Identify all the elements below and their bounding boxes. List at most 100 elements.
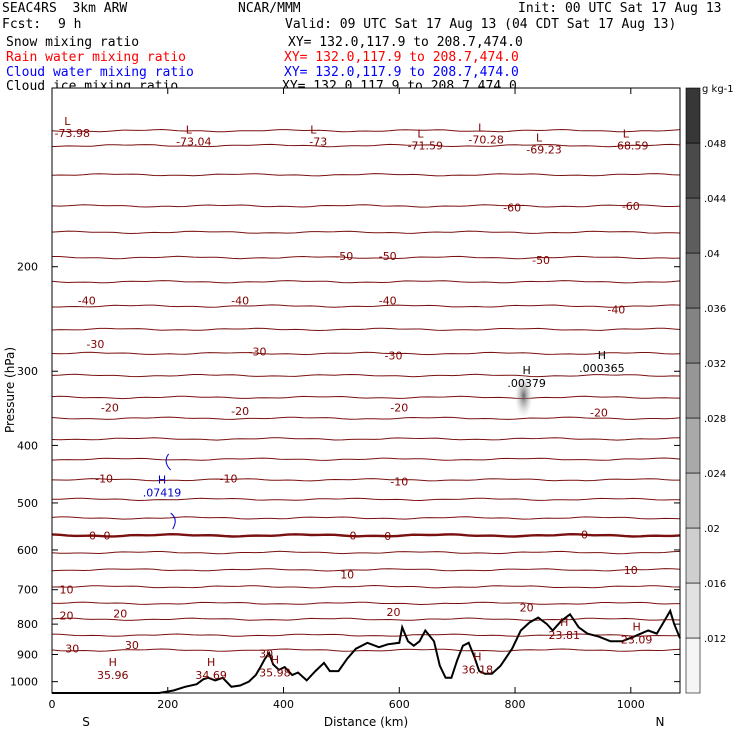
colorbar-segment <box>685 582 701 639</box>
isotherm-label: 20 <box>59 609 73 622</box>
terrain-line <box>52 608 681 694</box>
isotherm-label: 20 <box>520 601 534 614</box>
field-label-snow: Snow mixing ratio <box>6 35 140 50</box>
isotherm-label: 0 <box>384 530 391 543</box>
field-xy-rain: XY= 132.0,117.9 to 208.7,474.0 <box>284 50 519 65</box>
isotherm-line <box>51 280 681 284</box>
x-tick-label: 0 <box>49 698 56 711</box>
isotherm-line <box>51 395 681 400</box>
x-tick-label: 1000 <box>617 698 645 711</box>
colorbar-segment <box>685 417 701 474</box>
min-marker: L <box>417 128 424 141</box>
isotherm-line <box>52 255 681 260</box>
isotherm-line <box>51 457 681 461</box>
min-value-label: -73.98 <box>55 127 90 140</box>
min-value-label: -71.59 <box>408 140 443 153</box>
min-value-label: -73.04 <box>176 135 211 148</box>
valid-time: Valid: 09 UTC Sat 17 Aug 13 (04 CDT Sat … <box>285 17 677 32</box>
isotherm-line <box>51 601 681 606</box>
terrain-profile <box>52 608 681 694</box>
x-end-label-north: N <box>656 715 665 729</box>
isotherm-line <box>51 550 681 555</box>
x-end-label-south: S <box>82 715 90 729</box>
snow-shading <box>514 373 533 418</box>
colorbar-label: .028 <box>704 414 726 425</box>
isotherm-label: -50 <box>532 254 550 267</box>
contour-labels: -10 -10 -10 -20 -20 -20 -20 -30 -30 -30 -40 -40 -40 -… <box>55 115 653 682</box>
isotherm-label: 20 <box>113 608 127 621</box>
isotherm-label: 0 <box>581 528 588 541</box>
y-axis-title: Pressure (hPa) <box>3 347 17 433</box>
field-xy-snow: XY= 132.0,117.9 to 208.7,474.0 <box>288 35 523 50</box>
cloud-water-contour <box>165 453 176 530</box>
y-tick-label: 300 <box>17 365 38 378</box>
isotherm-label: -40 <box>231 294 249 307</box>
colorbar-label: .032 <box>704 359 726 370</box>
plot-area <box>52 88 680 693</box>
isotherm-lines <box>51 128 681 652</box>
init-time: Init: 00 UTC Sat 17 Aug 13 <box>518 1 722 16</box>
isotherm-label: -10 <box>390 475 408 488</box>
isotherm-label: 30 <box>125 639 139 652</box>
snow-max-marker: H <box>598 349 606 362</box>
isotherm-label: 20 <box>386 606 400 619</box>
temperature-max-marker: H <box>473 650 481 663</box>
temperature-max-marker: H <box>632 621 640 634</box>
y-tick-label: 600 <box>17 544 38 557</box>
colorbar-segment <box>685 87 701 144</box>
y-tick-label: 900 <box>17 648 38 661</box>
min-marker: L <box>623 128 630 141</box>
isotherm-label: 30 <box>65 643 79 656</box>
x-tick-label: 800 <box>505 698 526 711</box>
colorbar-label: .048 <box>704 139 726 150</box>
isotherm-label: -10 <box>220 473 238 486</box>
isotherm-label: -50 <box>379 250 397 263</box>
isotherm-line <box>51 633 681 637</box>
colorbar-label: .036 <box>704 304 726 315</box>
colorbar-segment <box>685 197 701 254</box>
y-tick-label: 200 <box>17 261 38 274</box>
x-tick-label: 600 <box>389 698 410 711</box>
colorbar-label: .024 <box>704 469 726 480</box>
colorbar-segment <box>685 142 701 199</box>
temperature-max-marker: H <box>207 656 215 669</box>
temperature-max-value: 36.18 <box>462 663 494 676</box>
snow-max-marker: H <box>522 364 530 377</box>
colorbar-segment <box>685 362 701 419</box>
isotherm-label: -10 <box>95 473 113 486</box>
isotherm-line <box>51 173 681 177</box>
plot-frame <box>51 87 681 694</box>
isotherm-label: -40 <box>607 303 625 316</box>
temperature-max-marker: H <box>271 654 279 667</box>
colorbar-segment <box>685 472 701 529</box>
isotherm-line <box>51 648 681 652</box>
min-marker: L <box>64 115 71 128</box>
isotherm-label: 0 <box>103 529 110 542</box>
colorbar-segment <box>685 252 701 309</box>
cloud-water-max-marker: H <box>158 473 166 486</box>
colorbar-label: .016 <box>704 579 726 590</box>
min-marker: L <box>310 123 317 136</box>
y-tick-label: 500 <box>17 497 38 510</box>
y-tick-label: 400 <box>17 439 38 452</box>
isotherm-line <box>51 478 680 482</box>
isotherm-label: -60 <box>622 200 640 213</box>
cloud-water-max-value: .07419 <box>143 486 182 499</box>
colorbar-label: .04 <box>704 249 720 260</box>
isotherm-label: -20 <box>590 406 608 419</box>
isotherm-label: 10 <box>624 564 638 577</box>
temperature-max-value: 23.09 <box>621 634 653 647</box>
temperature-max-marker: H <box>560 616 568 629</box>
isotherm-line <box>51 584 681 589</box>
y-tick-label: 800 <box>17 618 38 631</box>
colorbar-segment <box>685 527 701 584</box>
isotherm-label: -30 <box>248 346 266 359</box>
snow-max-value: .000365 <box>579 362 625 375</box>
isotherm-line <box>51 568 681 572</box>
colorbar-unit: g kg-1 <box>702 84 734 95</box>
isotherm-line <box>51 230 681 235</box>
isotherm-line <box>51 327 681 332</box>
isotherm-label: -20 <box>231 405 249 418</box>
colorbar-label: .012 <box>704 634 726 645</box>
